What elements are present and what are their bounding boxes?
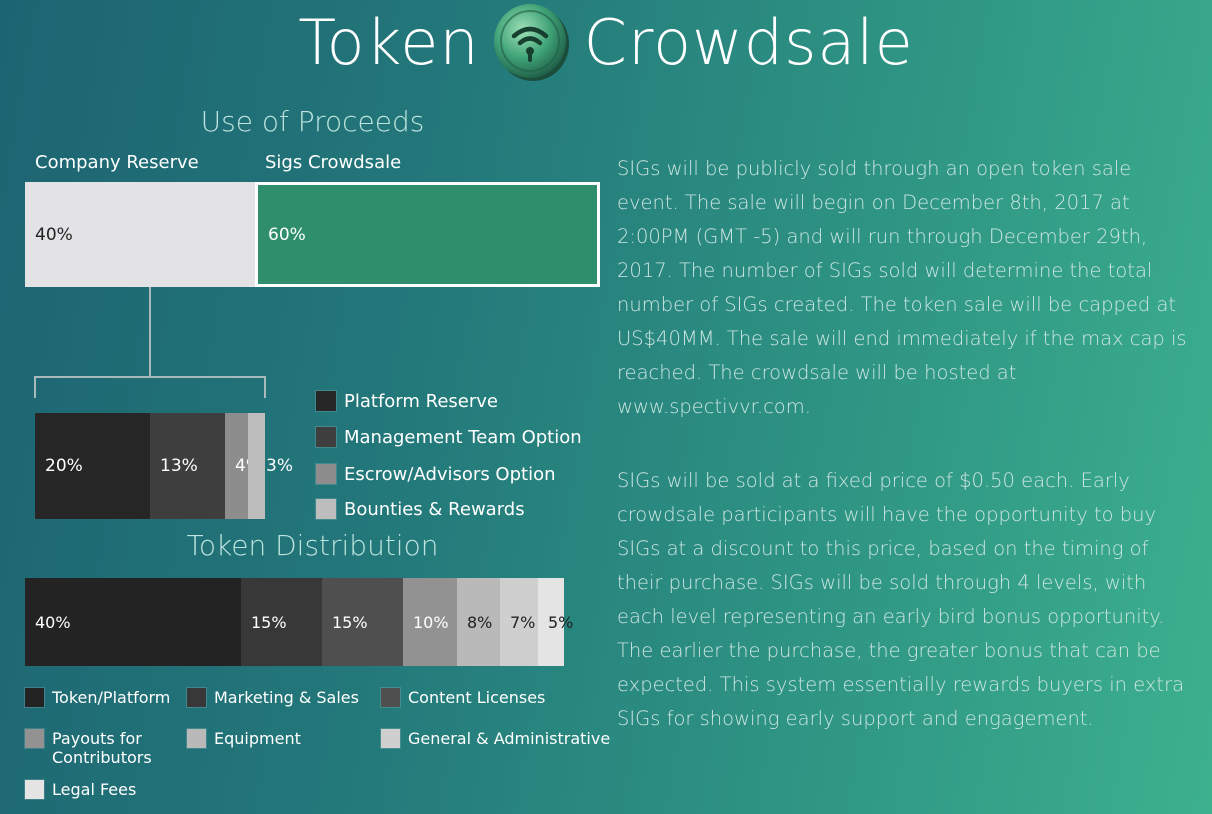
- legend-swatch: [186, 728, 207, 749]
- distribution-title: Token Distribution: [186, 529, 439, 562]
- bar-segment-label: 40%: [35, 612, 71, 632]
- legend-label: Equipment: [214, 729, 301, 748]
- legend-swatch: [315, 426, 337, 448]
- legend-label: Payouts for Contributors: [52, 729, 152, 767]
- bar-segment-label: 10%: [413, 612, 449, 632]
- legend-swatch: [24, 728, 45, 749]
- legend-label: General & Administrative: [408, 729, 611, 748]
- legend-swatch: [24, 779, 45, 800]
- bar-segment-label: 5%: [548, 612, 574, 632]
- sigs-crowdsale-label: Sigs Crowdsale: [265, 152, 402, 173]
- legend-item: Escrow/Advisors Option: [315, 463, 556, 486]
- bar-segment-label: 15%: [251, 612, 287, 632]
- description-paragraph-2: SIGs will be sold at a fixed price of $0…: [617, 469, 1185, 730]
- legend-item: Token/Platform: [24, 687, 171, 708]
- legend-item: Platform Reserve: [315, 390, 498, 413]
- legend-item: Bounties & Rewards: [315, 498, 525, 521]
- bar-segment: 20%: [35, 413, 150, 519]
- bar-segment-label: 60%: [268, 224, 306, 245]
- bar-segment-label: 15%: [332, 612, 368, 632]
- legend-item: Legal Fees: [24, 779, 137, 800]
- bar-segment-label: 20%: [45, 456, 83, 476]
- description-paragraph-1: SIGs will be publicly sold through an op…: [617, 157, 1187, 418]
- bar-segment: 3%: [248, 413, 293, 519]
- legend-label: Content Licenses: [408, 688, 546, 707]
- connector-vertical: [149, 287, 151, 376]
- bar-segment: 10%: [403, 578, 457, 666]
- bar-segment: 13%: [150, 413, 225, 519]
- legend-item: Payouts for Contributors: [24, 728, 155, 767]
- title-right: Crowdsale: [583, 5, 914, 79]
- bar-segment-label: 40%: [35, 224, 73, 245]
- legend-swatch: [315, 463, 337, 485]
- bar-segment-label: 13%: [160, 456, 198, 476]
- bar-segment: 40%: [25, 182, 255, 287]
- bar-segment: 5%: [538, 578, 573, 666]
- proceeds-title: Use of Proceeds: [200, 105, 425, 138]
- legend-item: Marketing & Sales: [186, 687, 359, 708]
- legend-item: Content Licenses: [380, 687, 546, 708]
- legend-label: Legal Fees: [52, 780, 137, 799]
- bar-segment: 15%: [241, 578, 322, 666]
- bar-segment: 60%: [255, 182, 600, 287]
- legend-swatch: [380, 687, 401, 708]
- legend-label: Marketing & Sales: [214, 688, 359, 707]
- legend-label: Bounties & Rewards: [344, 499, 525, 520]
- bar-segment: 8%: [457, 578, 500, 666]
- bar-segment: 40%: [25, 578, 241, 666]
- legend-label: Management Team Option: [344, 427, 582, 448]
- title-left: Token: [298, 5, 480, 79]
- connector-right-tick: [264, 376, 266, 398]
- bar-segment: 4%: [225, 413, 262, 519]
- company-reserve-label: Company Reserve: [35, 152, 199, 173]
- legend-swatch: [24, 687, 45, 708]
- legend-swatch: [186, 687, 207, 708]
- connector-left-tick: [34, 376, 36, 398]
- legend-item: General & Administrative: [380, 728, 611, 749]
- legend-swatch: [315, 498, 337, 520]
- legend-label: Platform Reserve: [344, 391, 498, 412]
- bar-segment-label: 3%: [266, 456, 293, 476]
- page-title: Token Crowdsale: [0, 2, 1212, 82]
- legend-item: Management Team Option: [315, 426, 582, 449]
- connector-bracket: [34, 376, 266, 378]
- coin-logo-icon: [493, 4, 569, 81]
- legend-swatch: [380, 728, 401, 749]
- bar-segment: 7%: [500, 578, 538, 666]
- legend-swatch: [315, 390, 337, 412]
- bar-segment-label: 7%: [510, 612, 536, 632]
- bar-segment-label: 8%: [467, 612, 493, 632]
- legend-item: Equipment: [186, 728, 301, 749]
- bar-segment: 15%: [322, 578, 403, 666]
- legend-label: Token/Platform: [52, 688, 171, 707]
- legend-label: Escrow/Advisors Option: [344, 464, 556, 485]
